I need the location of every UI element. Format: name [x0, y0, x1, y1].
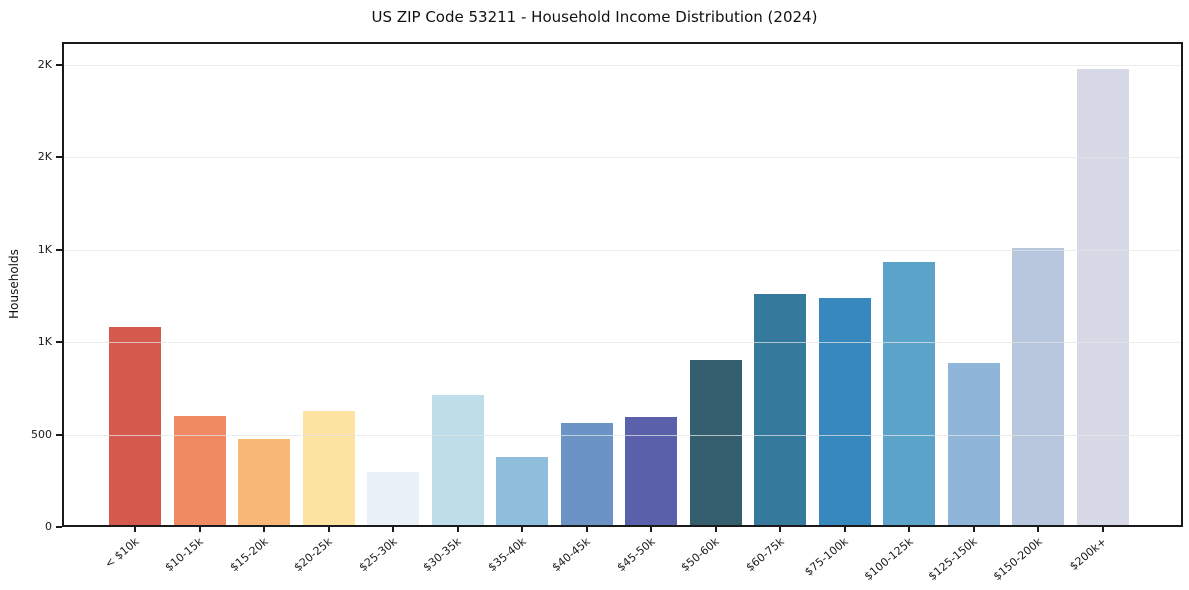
y-tick-label: 0: [45, 520, 52, 533]
x-tick-label: $30-35k: [421, 535, 465, 575]
x-tick-mark: [392, 527, 395, 532]
x-tick-label: $60-75k: [743, 535, 787, 575]
gridline-y-1000: [64, 342, 1181, 344]
bar-$75-100k: [818, 297, 871, 525]
bar-$150-200k: [1012, 248, 1065, 525]
y-tick-label: 2K: [37, 150, 52, 164]
x-tick-label: $50-60k: [679, 535, 723, 575]
gridline-y-2000: [64, 157, 1181, 159]
bar-$25-30k: [367, 471, 420, 525]
bar-$200k+: [1076, 69, 1129, 525]
x-tick-mark: [521, 527, 524, 532]
x-tick-label: $75-100k: [802, 535, 852, 579]
chart-title: US ZIP Code 53211 - Household Income Dis…: [371, 8, 818, 26]
x-tick-label: $45-50k: [614, 535, 658, 575]
x-tick-mark: [714, 527, 717, 532]
bar-< $10k: [109, 326, 162, 525]
x-tick-label: $35-40k: [485, 535, 529, 575]
bar-$40-45k: [560, 423, 613, 525]
bar-$125-150k: [947, 363, 1000, 525]
y-tick-label: 500: [31, 427, 52, 441]
x-tick-mark: [263, 527, 266, 532]
y-tick-mark: [56, 526, 62, 528]
plot-area: [62, 42, 1183, 527]
x-tick-mark: [1101, 527, 1104, 532]
bar-$30-35k: [431, 395, 484, 525]
x-tick-mark: [134, 527, 137, 532]
bar-$35-40k: [496, 456, 549, 525]
x-tick-mark: [650, 527, 653, 532]
y-tick-mark: [56, 64, 62, 67]
x-tick-label: $125-150k: [926, 535, 981, 584]
bar-$100-125k: [883, 262, 936, 525]
x-tick-label: $20-25k: [292, 535, 336, 575]
bar-$45-50k: [625, 417, 678, 525]
x-tick-label: $10-15k: [163, 535, 207, 575]
x-tick-label: $25-30k: [356, 535, 400, 575]
x-tick-mark: [972, 527, 975, 532]
y-tick-mark: [56, 341, 62, 344]
bar-$10-15k: [173, 416, 226, 525]
x-tick-label: $150-200k: [990, 535, 1045, 584]
x-tick-mark: [908, 527, 911, 532]
y-tick-label: 2K: [37, 58, 52, 72]
y-tick-label: 1K: [37, 242, 52, 256]
x-tick-mark: [327, 527, 330, 532]
x-tick-mark: [198, 527, 201, 532]
y-tick-mark: [56, 433, 62, 436]
x-tick-label: $100-125k: [861, 535, 916, 584]
gridline-y-1500: [64, 249, 1181, 251]
gridline-y-2500: [64, 65, 1181, 67]
gridline-y-500: [64, 434, 1181, 436]
bar-$50-60k: [689, 360, 742, 525]
x-tick-mark: [585, 527, 588, 532]
y-tick-mark: [56, 248, 62, 251]
bar-$60-75k: [754, 293, 807, 525]
y-axis-label: Households: [7, 249, 21, 319]
x-tick-label: $15-20k: [227, 535, 271, 575]
x-tick-label: $200k+: [1067, 535, 1110, 573]
y-tick-mark: [56, 156, 62, 159]
x-tick-mark: [779, 527, 782, 532]
x-tick-mark: [1037, 527, 1040, 532]
x-tick-mark: [843, 527, 846, 532]
bar-$15-20k: [238, 438, 291, 525]
bar-$20-25k: [302, 410, 355, 525]
x-tick-label: < $10k: [102, 535, 142, 571]
x-tick-mark: [456, 527, 459, 532]
y-tick-label: 1K: [37, 335, 52, 349]
x-tick-label: $40-45k: [550, 535, 594, 575]
